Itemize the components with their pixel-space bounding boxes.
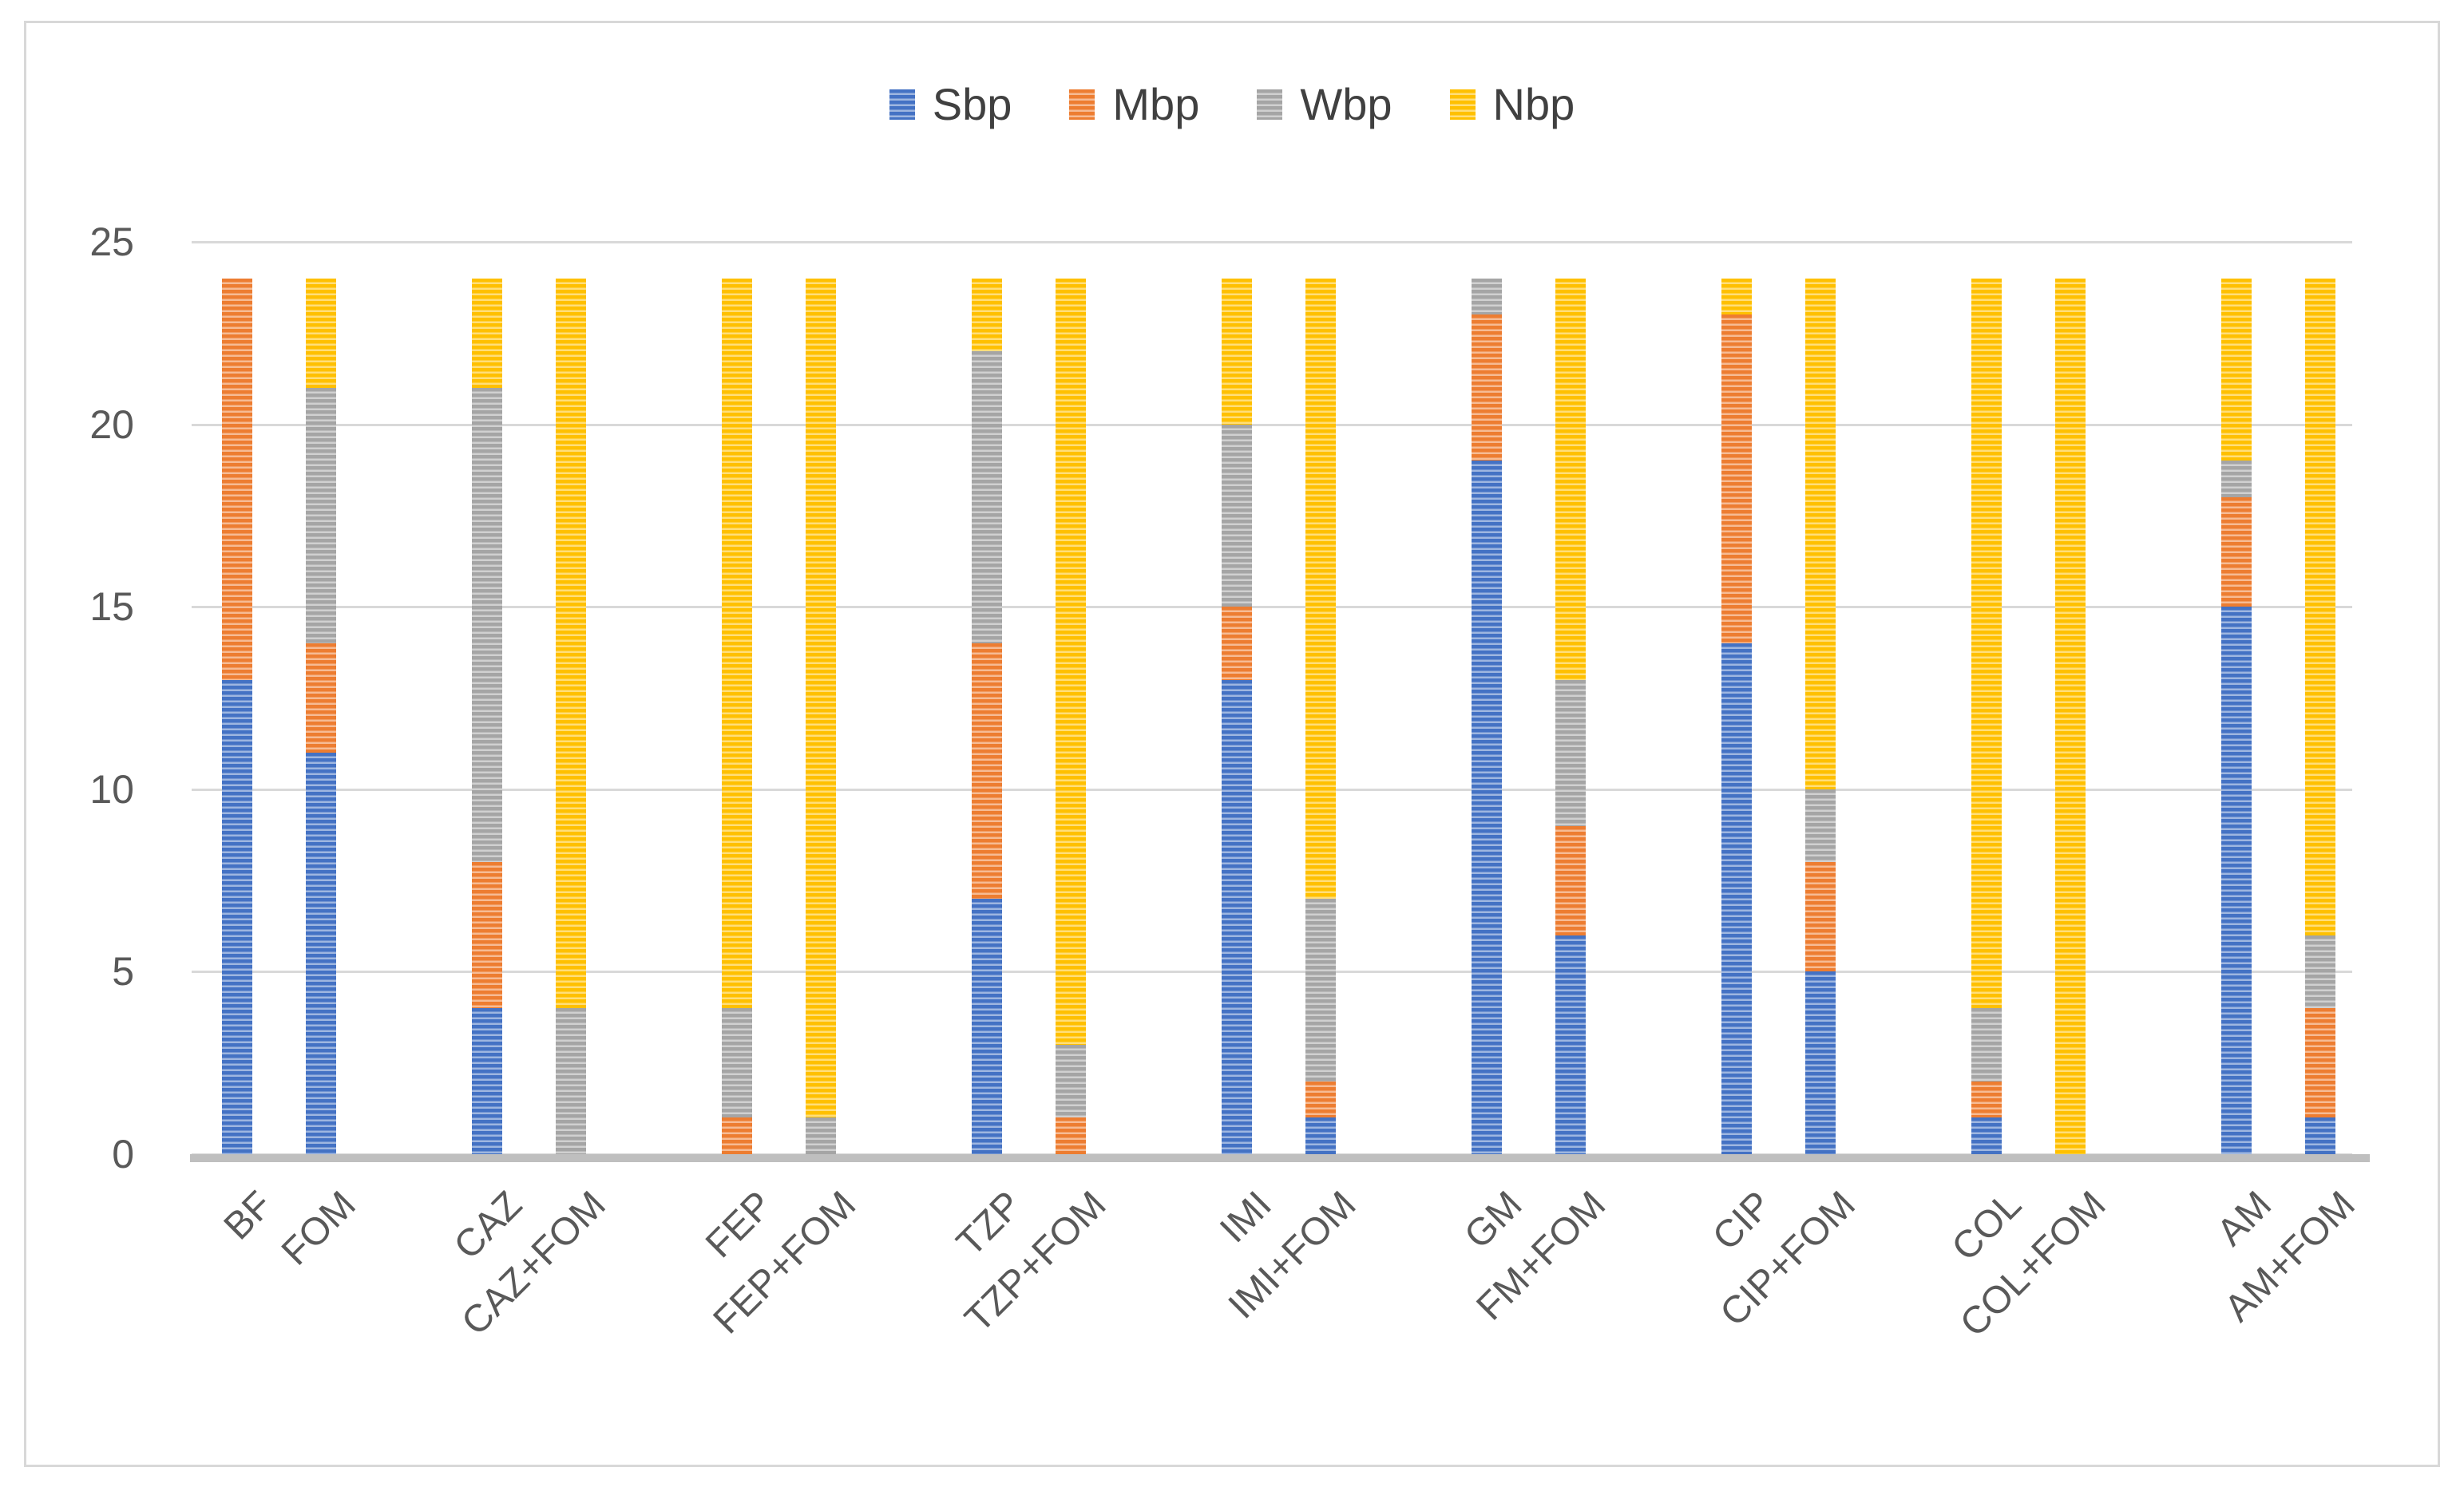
y-tick-label-20: 20 (89, 401, 134, 447)
bar-segment-TZP-Sbp (972, 898, 1002, 1154)
x-category-label-BF: BF (216, 1183, 281, 1248)
x-category-label-IMI: IMI (1212, 1183, 1281, 1252)
bar-segment-CIP-Mbp (1721, 314, 1752, 643)
bar-segment-FOM-Wbp (306, 387, 336, 643)
bar-segment-FM+FOM-Sbp (1555, 935, 1586, 1154)
bar-segment-FEP-Mbp (722, 1117, 752, 1154)
bar-segment-IMI+FOM-Wbp (1305, 898, 1336, 1082)
bar-segment-FOM-Sbp (306, 753, 336, 1154)
bar-segment-COL-Sbp (1971, 1117, 2002, 1154)
legend-label-sbp: Sbp (932, 79, 1012, 129)
bar-segment-CAZ-Sbp (472, 1008, 502, 1154)
bar-segment-TZP+FOM-Nbp (1056, 278, 1086, 1045)
legend-label-wbp: Wbp (1300, 79, 1392, 129)
legend-label-mbp: Mbp (1112, 79, 1200, 129)
gridline-25 (192, 241, 2352, 243)
bar-segment-TZP-Nbp (972, 278, 1002, 352)
bar-segment-FM+FOM-Nbp (1555, 278, 1586, 680)
gridline-20 (192, 423, 2352, 426)
bar-segment-CIP+FOM-Mbp (1805, 862, 1836, 972)
gridline-15 (192, 606, 2352, 609)
bar-segment-FEP+FOM-Wbp (806, 1117, 836, 1154)
x-category-label-AM: AM (2208, 1183, 2280, 1255)
legend-item-wbp: Wbp (1257, 78, 1392, 130)
y-tick-label-25: 25 (89, 219, 134, 264)
bar-segment-FEP+FOM-Nbp (806, 278, 836, 1118)
x-axis-line (190, 1154, 2370, 1162)
bar-segment-GM-Wbp (1472, 278, 1502, 315)
bar-segment-CIP-Sbp (1721, 643, 1752, 1154)
bar-segment-TZP-Mbp (972, 643, 1002, 899)
bar-segment-AM-Nbp (2221, 278, 2252, 461)
bar-segment-BF-Sbp (222, 679, 252, 1154)
legend-item-nbp: Nbp (1449, 78, 1575, 130)
bar-segment-CAZ-Nbp (472, 278, 502, 388)
bar-segment-IMI+FOM-Sbp (1305, 1117, 1336, 1154)
bar-segment-AM+FOM-Nbp (2305, 278, 2335, 935)
bar-segment-IMI-Mbp (1222, 607, 1252, 680)
chart-legend: Sbp Mbp Wbp Nbp (0, 78, 2464, 130)
bar-segment-COL+FOM-Nbp (2055, 278, 2086, 1154)
bar-segment-IMI+FOM-Mbp (1305, 1081, 1336, 1118)
bar-segment-FEP-Nbp (722, 278, 752, 1009)
x-category-label-FOM: FOM (274, 1183, 365, 1274)
bar-segment-GM-Mbp (1472, 314, 1502, 461)
legend-item-mbp: Mbp (1069, 78, 1199, 130)
bar-segment-FEP-Wbp (722, 1008, 752, 1118)
legend-swatch-nbp (1449, 89, 1476, 120)
bar-segment-AM+FOM-Mbp (2305, 1008, 2335, 1118)
bar-segment-AM-Mbp (2221, 497, 2252, 607)
bar-segment-COL-Wbp (1971, 1008, 2002, 1082)
y-tick-label-10: 10 (89, 766, 134, 812)
bar-segment-IMI-Wbp (1222, 424, 1252, 607)
bar-segment-TZP-Wbp (972, 351, 1002, 643)
y-tick-label-0: 0 (112, 1132, 134, 1177)
legend-swatch-wbp (1257, 89, 1283, 120)
bar-segment-FOM-Nbp (306, 278, 336, 388)
bar-segment-AM-Sbp (2221, 607, 2252, 1154)
bar-segment-CIP+FOM-Wbp (1805, 789, 1836, 863)
gridline-5 (192, 971, 2352, 974)
bar-segment-CIP+FOM-Sbp (1805, 971, 1836, 1154)
bar-segment-AM+FOM-Sbp (2305, 1117, 2335, 1154)
bar-segment-GM-Sbp (1472, 461, 1502, 1154)
bar-segment-CAZ+FOM-Wbp (556, 1008, 586, 1154)
bar-segment-CAZ+FOM-Nbp (556, 278, 586, 1009)
y-tick-label-5: 5 (112, 949, 134, 995)
bar-segment-CIP-Nbp (1721, 278, 1752, 315)
bar-segment-IMI+FOM-Nbp (1305, 278, 1336, 899)
bar-segment-COL-Nbp (1971, 278, 2002, 1009)
bar-segment-FM+FOM-Mbp (1555, 825, 1586, 935)
legend-label-nbp: Nbp (1492, 79, 1575, 129)
bar-segment-AM-Wbp (2221, 461, 2252, 498)
bar-segment-CAZ-Wbp (472, 387, 502, 863)
bar-segment-BF-Mbp (222, 278, 252, 680)
gridline-10 (192, 788, 2352, 791)
bar-segment-IMI-Nbp (1222, 278, 1252, 425)
bar-segment-COL-Mbp (1971, 1081, 2002, 1118)
legend-item-sbp: Sbp (889, 78, 1012, 130)
bar-segment-CAZ-Mbp (472, 862, 502, 1009)
legend-swatch-mbp (1069, 89, 1095, 120)
bar-segment-TZP+FOM-Mbp (1056, 1117, 1086, 1154)
bar-segment-TZP+FOM-Wbp (1056, 1044, 1086, 1118)
y-tick-label-15: 15 (89, 584, 134, 630)
legend-swatch-sbp (889, 89, 915, 120)
bar-segment-AM+FOM-Wbp (2305, 935, 2335, 1009)
bar-segment-FM+FOM-Wbp (1555, 679, 1586, 826)
bar-segment-IMI-Sbp (1222, 679, 1252, 1154)
bar-segment-CIP+FOM-Nbp (1805, 278, 1836, 789)
bar-segment-FOM-Mbp (306, 643, 336, 753)
